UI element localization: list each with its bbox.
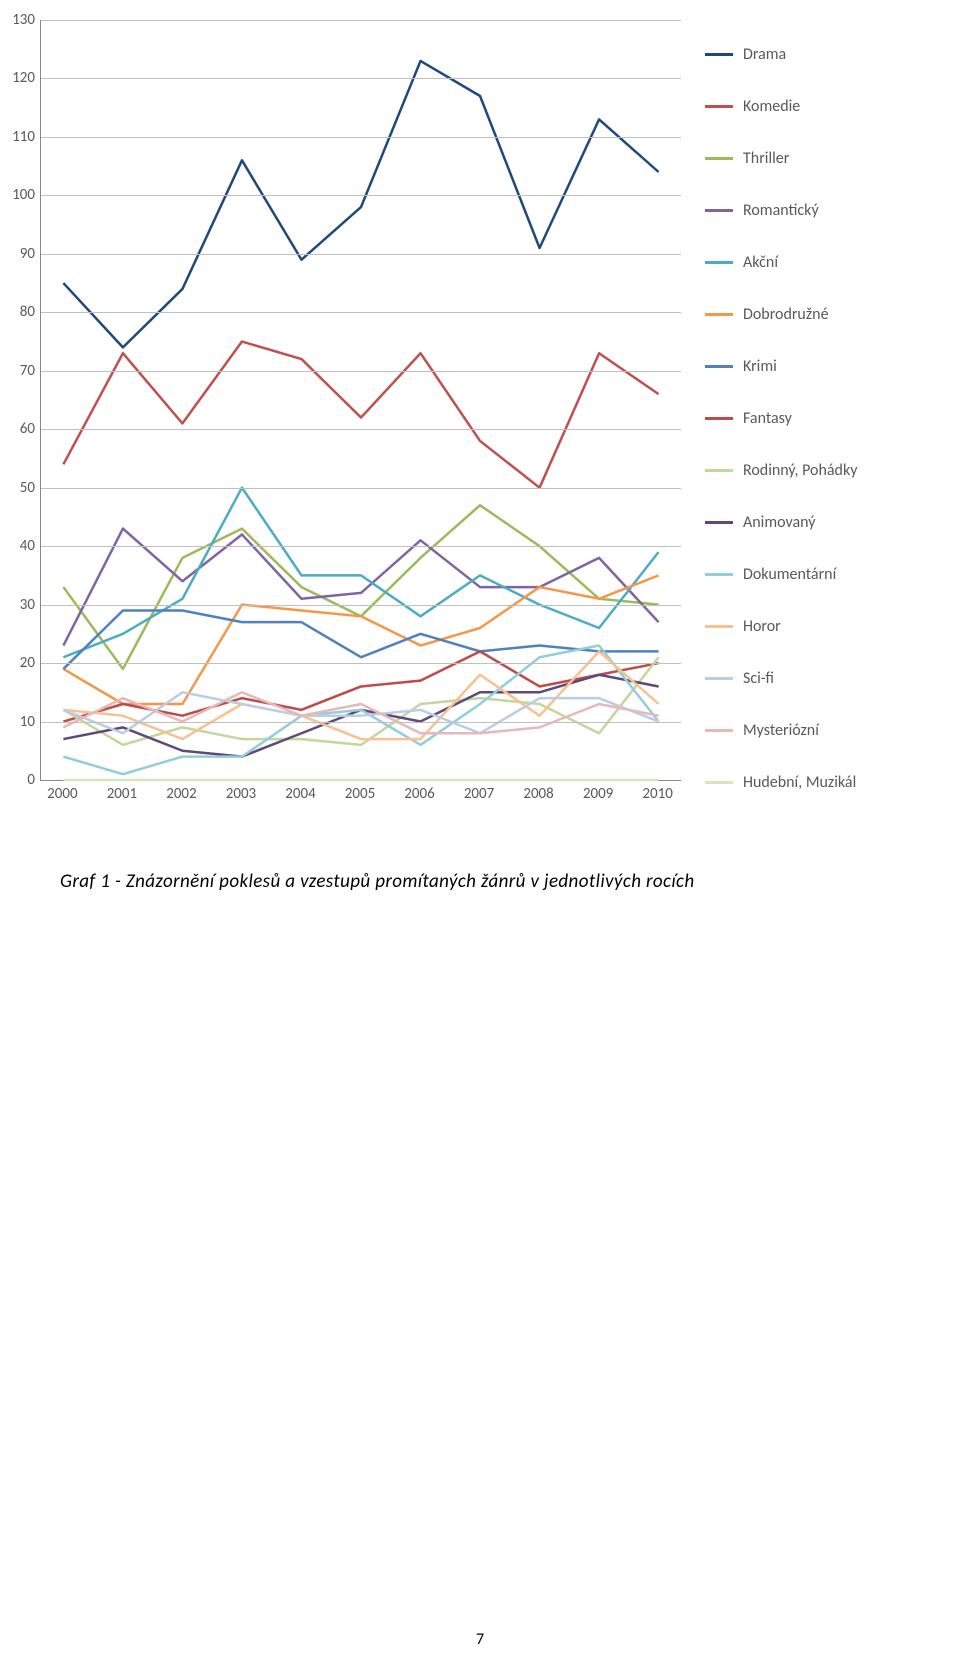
x-tick-label: 2010 xyxy=(642,785,672,803)
series-line xyxy=(63,505,658,669)
legend-swatch xyxy=(705,677,733,680)
y-tick-label: 10 xyxy=(20,713,41,731)
legend-item: Akční xyxy=(705,236,857,288)
gridline xyxy=(41,137,681,138)
gridline xyxy=(41,429,681,430)
x-tick-label: 2001 xyxy=(107,785,137,803)
gridline xyxy=(41,488,681,489)
y-tick-label: 130 xyxy=(12,11,41,29)
gridline xyxy=(41,722,681,723)
legend-item: Romantický xyxy=(705,184,857,236)
chart-legend: Drama Komedie Thriller Romantický Akční Dobro… xyxy=(681,20,857,840)
legend-swatch xyxy=(705,417,733,420)
series-line xyxy=(63,61,658,347)
legend-swatch xyxy=(705,313,733,316)
chart-lines-svg xyxy=(41,20,681,780)
x-tick-label: 2003 xyxy=(226,785,256,803)
legend-swatch xyxy=(705,781,733,784)
gridline xyxy=(41,605,681,606)
legend-swatch xyxy=(705,261,733,264)
legend-item: Mysteriózní xyxy=(705,704,857,756)
legend-swatch xyxy=(705,209,733,212)
y-tick-label: 20 xyxy=(20,654,41,672)
series-line xyxy=(63,651,658,739)
legend-swatch xyxy=(705,469,733,472)
legend-swatch xyxy=(705,53,733,56)
legend-label: Dobrodružné xyxy=(743,305,829,324)
y-tick-label: 80 xyxy=(20,303,41,321)
x-tick-label: 2009 xyxy=(583,785,613,803)
legend-label: Komedie xyxy=(743,97,800,116)
gridline xyxy=(41,195,681,196)
legend-label: Sci-fi xyxy=(743,669,774,688)
figure-caption: Graf 1 - Znázornění poklesů a vzestupů p… xyxy=(60,870,695,893)
y-tick-label: 110 xyxy=(12,128,41,146)
legend-label: Horor xyxy=(743,617,781,636)
gridline xyxy=(41,663,681,664)
legend-item: Hudební, Muzikál xyxy=(705,756,857,808)
legend-swatch xyxy=(705,729,733,732)
gridline xyxy=(41,78,681,79)
legend-item: Animovaný xyxy=(705,496,857,548)
legend-swatch xyxy=(705,105,733,108)
legend-label: Animovaný xyxy=(743,513,816,532)
gridline xyxy=(41,546,681,547)
x-tick-label: 2006 xyxy=(404,785,434,803)
legend-item: Dokumentární xyxy=(705,548,857,600)
legend-swatch xyxy=(705,573,733,576)
legend-swatch xyxy=(705,625,733,628)
legend-swatch xyxy=(705,157,733,160)
x-axis-ticks: 2000 2001 2002 2003 2004 2005 2006 2007 2008 2009… xyxy=(40,781,680,805)
series-line xyxy=(63,610,658,668)
y-tick-label: 70 xyxy=(20,362,41,380)
legend-swatch xyxy=(705,365,733,368)
gridline xyxy=(41,20,681,21)
x-tick-label: 2004 xyxy=(285,785,315,803)
legend-label: Fantasy xyxy=(743,409,792,428)
legend-label: Drama xyxy=(743,45,786,64)
legend-item: Fantasy xyxy=(705,392,857,444)
legend-item: Rodinný, Pohádky xyxy=(705,444,857,496)
y-tick-label: 30 xyxy=(20,596,41,614)
y-tick-label: 40 xyxy=(20,537,41,555)
legend-item: Thriller xyxy=(705,132,857,184)
x-tick-label: 2008 xyxy=(523,785,553,803)
legend-label: Dokumentární xyxy=(743,565,836,584)
legend-label: Akční xyxy=(743,253,778,272)
gridline xyxy=(41,312,681,313)
y-tick-label: 60 xyxy=(20,420,41,438)
x-tick-label: 2005 xyxy=(345,785,375,803)
legend-label: Hudební, Muzikál xyxy=(743,773,856,792)
page-number: 7 xyxy=(0,1630,960,1649)
x-tick-label: 2002 xyxy=(166,785,196,803)
genre-trend-chart: 0102030405060708090100110120130 2000 2001… xyxy=(40,20,920,840)
legend-swatch xyxy=(705,521,733,524)
legend-label: Mysteriózní xyxy=(743,721,819,740)
legend-item: Horor xyxy=(705,600,857,652)
legend-item: Krimi xyxy=(705,340,857,392)
y-tick-label: 120 xyxy=(12,69,41,87)
y-tick-label: 100 xyxy=(12,186,41,204)
legend-item: Sci-fi xyxy=(705,652,857,704)
legend-item: Drama xyxy=(705,28,857,80)
legend-item: Komedie xyxy=(705,80,857,132)
legend-item: Dobrodružné xyxy=(705,288,857,340)
x-tick-label: 2000 xyxy=(47,785,77,803)
y-tick-label: 0 xyxy=(27,771,41,789)
plot-area: 0102030405060708090100110120130 xyxy=(40,20,681,781)
gridline xyxy=(41,371,681,372)
legend-label: Romantický xyxy=(743,201,819,220)
y-tick-label: 50 xyxy=(20,479,41,497)
legend-label: Krimi xyxy=(743,357,777,376)
series-line xyxy=(63,657,658,745)
gridline xyxy=(41,254,681,255)
legend-label: Thriller xyxy=(743,149,789,168)
y-tick-label: 90 xyxy=(20,245,41,263)
legend-label: Rodinný, Pohádky xyxy=(743,461,857,480)
series-line xyxy=(63,342,658,488)
x-tick-label: 2007 xyxy=(464,785,494,803)
